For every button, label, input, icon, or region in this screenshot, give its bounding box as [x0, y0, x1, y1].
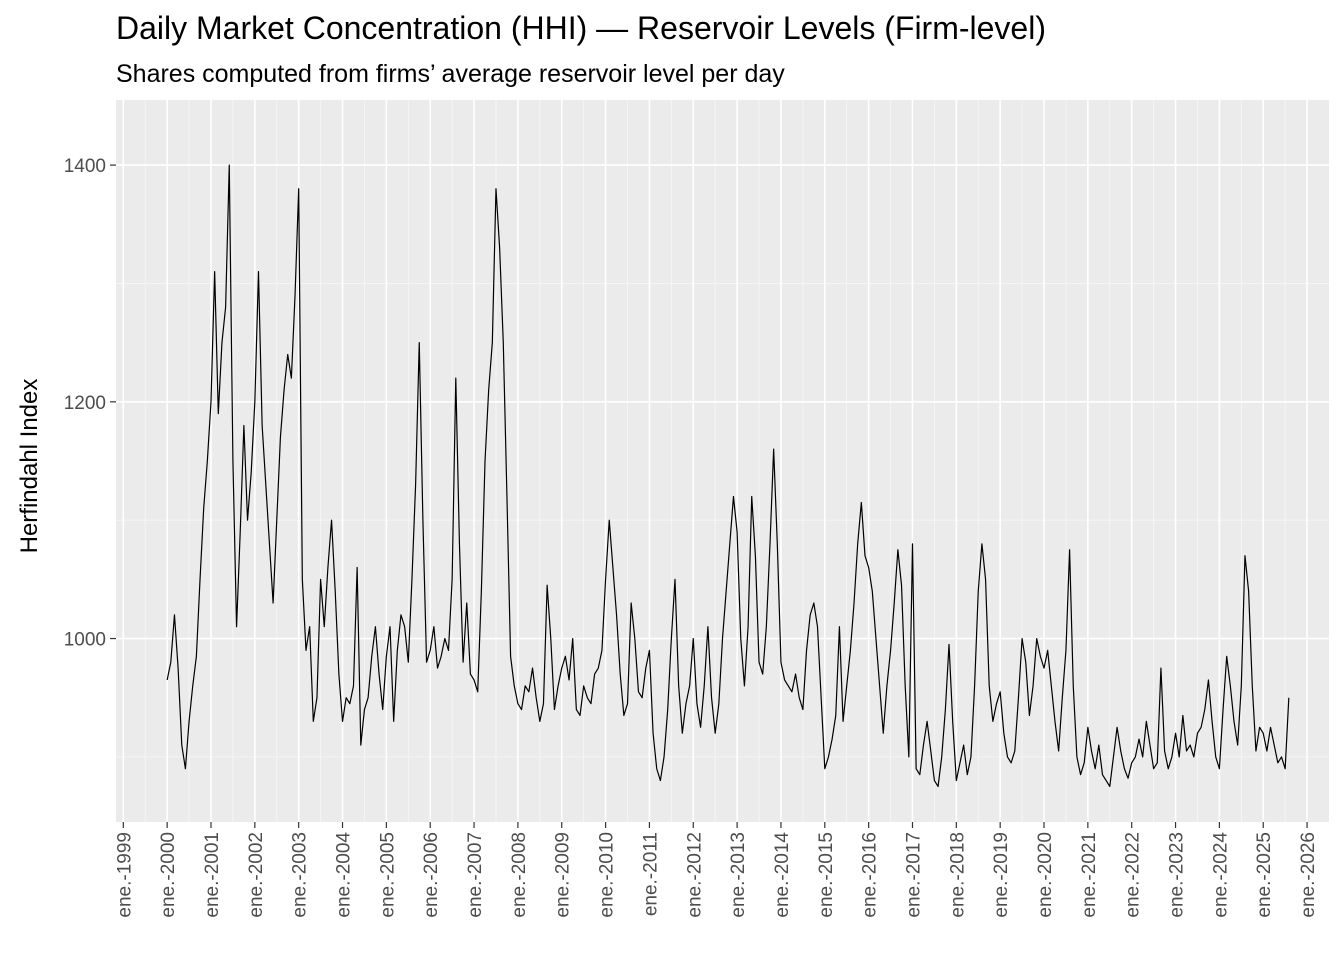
x-tick-label: ene.-2007	[465, 832, 486, 918]
x-tick-label: ene.-2020	[1035, 832, 1056, 918]
major-gridlines	[116, 100, 1329, 822]
x-tick-label: ene.-1999	[114, 832, 135, 918]
x-tick-label: ene.-2010	[597, 832, 618, 918]
x-tick-label: ene.-2011	[640, 832, 661, 916]
x-tick-label: ene.-2013	[728, 832, 749, 918]
x-tick-label: ene.-2024	[1210, 832, 1231, 918]
x-tick-label: ene.-2006	[421, 832, 442, 918]
x-tick-label: ene.-2002	[246, 832, 267, 918]
y-axis-title: Herfindahl Index	[16, 379, 43, 554]
x-tick-label: ene.-2005	[377, 832, 398, 918]
chart-subtitle: Shares computed from firms’ average rese…	[116, 60, 785, 88]
x-tick-label: ene.-2015	[816, 832, 837, 918]
x-tick-label: ene.-2009	[553, 832, 574, 918]
x-tick-label: ene.-2008	[509, 832, 530, 918]
x-tick-label: ene.-2003	[290, 832, 311, 918]
chart-title: Daily Market Concentration (HHI) — Reser…	[116, 10, 1046, 46]
x-tick-label: ene.-2017	[903, 832, 924, 918]
x-tick-label: ene.-2019	[991, 832, 1012, 918]
y-tick-label: 1400	[64, 156, 106, 177]
series-line-0	[166, 164, 1290, 788]
x-axis: ene.-1999 ene.-2000 ene.-2001 ene.-2002 ene.…	[114, 822, 1319, 918]
x-tick-label: ene.-2004	[334, 832, 355, 918]
x-tick-label: ene.-2018	[947, 832, 968, 918]
y-axis: 1000 1200 1400	[64, 156, 116, 651]
x-tick-label: ene.-2014	[772, 832, 793, 918]
x-tick-label: ene.-2026	[1298, 832, 1319, 918]
x-tick-label: ene.-2001	[202, 832, 223, 918]
x-tick-label: ene.-2023	[1167, 832, 1188, 918]
series-layer	[166, 164, 1290, 788]
x-tick-label: ene.-2021	[1079, 832, 1100, 918]
minor-gridlines	[116, 100, 1329, 822]
y-tick-label: 1200	[64, 393, 106, 414]
plot-panel	[116, 100, 1329, 822]
x-tick-label: ene.-2012	[684, 832, 705, 918]
x-tick-label: ene.-2000	[158, 832, 179, 918]
x-tick-label: ene.-2016	[860, 832, 881, 918]
y-tick-label: 1000	[64, 630, 106, 651]
x-tick-label: ene.-2022	[1123, 832, 1144, 918]
x-tick-label: ene.-2025	[1254, 832, 1275, 918]
